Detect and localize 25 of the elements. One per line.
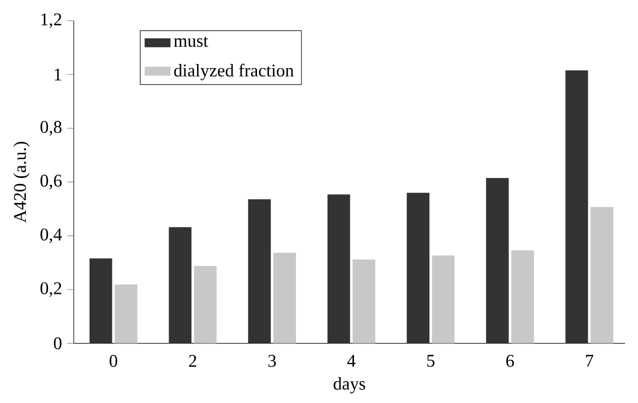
legend-label: dialyzed fraction (174, 64, 294, 80)
bar (194, 266, 217, 344)
bar (352, 260, 376, 344)
bar (511, 250, 534, 344)
bar (432, 256, 455, 344)
y-tick-label: 0 (54, 337, 62, 350)
y-tick-label: 0,6 (40, 174, 62, 190)
y-tick-label: 1 (54, 68, 62, 81)
y-axis-title: A420 (a.u.) (13, 142, 30, 223)
x-tick-label: 6 (506, 355, 514, 368)
bar (590, 207, 614, 344)
y-tick-label: 0,8 (40, 121, 62, 136)
x-tick-label: 3 (268, 355, 276, 368)
y-tick-label: 0,2 (40, 282, 62, 298)
x-axis-title: days (334, 377, 366, 394)
y-tick-label: 0,4 (40, 228, 62, 244)
x-tick-label: 4 (347, 355, 356, 367)
x-tick-label: 2 (189, 355, 196, 367)
x-tick-label: 5 (427, 355, 434, 367)
x-tick-label: 7 (586, 355, 594, 367)
legend-label: must (174, 36, 208, 48)
bar (273, 252, 296, 344)
bar (114, 284, 138, 344)
x-tick-label: 0 (110, 355, 118, 368)
y-tick-label: 1,2 (41, 14, 62, 28)
